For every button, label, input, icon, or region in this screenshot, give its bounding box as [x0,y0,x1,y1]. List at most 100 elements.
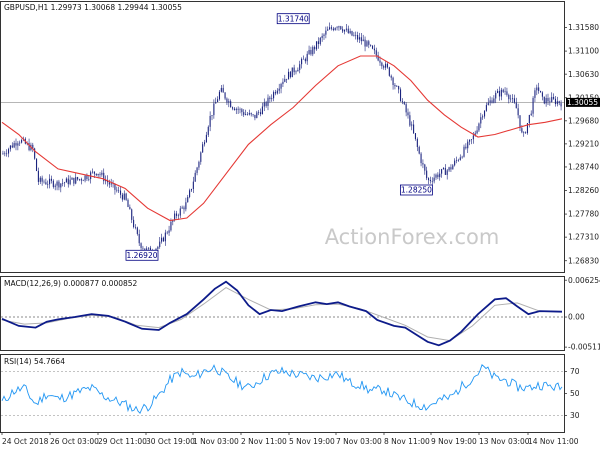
candle-body [489,100,491,103]
candle-body [525,132,527,134]
time-tick-label: 26 Oct 03:00 [50,437,99,446]
candle-body [146,248,148,250]
time-tick-label: 13 Nov 03:00 [479,437,530,446]
candle-body [222,87,224,93]
price-tick-label: 1.30630 [568,70,599,79]
macd-tick-label: 0.006254 [568,276,600,285]
candle-body [261,106,263,115]
candle-body [427,178,430,181]
candle-body [136,227,138,234]
candle-body [88,179,90,180]
candle-body [75,177,77,184]
candle-body [280,83,282,89]
rsi-y-axis: 70 50 30 [564,367,580,420]
candle-body [198,161,200,168]
candle-body [413,124,415,134]
candle-body [265,102,267,106]
candle-body [523,132,525,133]
rsi-tick-label: 70 [570,367,580,376]
rsi-tick-label: 30 [570,411,580,420]
candle-body [343,29,346,32]
candle-body [80,179,82,181]
candle-body [19,142,21,144]
candle-body [483,110,486,117]
time-tick-label: 7 Nov 03:00 [336,437,382,446]
candle-body [52,180,54,187]
candle-body [170,221,172,231]
candle-body [121,194,123,200]
candle-body [420,153,422,164]
candle-body [207,126,209,135]
candle-body [133,219,135,228]
candle-body [385,63,387,68]
candle-body [403,101,405,105]
time-tick-label: 9 Nov 19:00 [431,437,477,446]
time-x-axis: 24 Oct 2018 26 Oct 03:00 29 Oct 11:00 30 Oc… [1,432,579,446]
candle-body [162,237,165,242]
candle-body [15,143,17,146]
time-tick-label: 8 Nov 11:00 [384,437,430,446]
candle-body [461,156,463,158]
candle-body [41,177,43,182]
candle-body [342,29,344,32]
candle-body [422,163,424,165]
candle-body [446,170,448,175]
candle-body [482,116,484,118]
candle-body [116,189,118,191]
price-tick-label: 1.27780 [568,210,599,219]
macd-title: MACD(12,26,9) 0.000877 0.000852 [4,279,138,288]
candle-body [366,41,368,47]
candle-body [47,184,49,185]
candle-body [194,172,196,182]
candle-body [502,89,504,92]
candle-body [140,243,142,248]
candle-body [325,30,327,35]
candle-body [297,69,299,72]
time-tick-label: 24 Oct 2018 [2,437,49,446]
price-label-box [399,184,433,196]
price-tick-label: 1.28740 [568,163,599,172]
candle-body [539,90,542,93]
candle-body [62,182,64,184]
candle-body [398,86,400,90]
candle-body [28,143,30,151]
candle-body [467,141,469,149]
candle-body [127,199,129,207]
candle-body [536,87,538,91]
current-price-tag: 1.30055 [566,97,600,107]
candle-body [319,37,321,45]
candle-body [508,94,510,100]
candle-body [246,114,249,115]
price-extreme-label: 1.26920 [125,249,159,261]
candle-body [465,146,467,149]
candle-body [383,66,385,68]
candle-body [181,207,183,209]
candle-body [282,81,284,84]
current-price-tag-background [566,97,600,107]
current-price-value: 1.30055 [567,98,598,107]
candle-body [558,101,560,104]
price-label-text: 1.26920 [126,251,157,260]
candle-body [353,35,355,36]
candle-body [439,173,441,178]
macd-signal-line [1,287,563,342]
candle-body [118,190,120,192]
candle-body [357,35,359,40]
macd-y-axis: 0.006254 0.00 -0.005112 [564,276,600,352]
candle-body [336,27,338,29]
candle-body [390,75,392,78]
time-tick-label: 1 Nov 03:00 [193,437,239,446]
candle-body [45,182,47,185]
candle-body [418,146,420,154]
candle-body [73,177,75,184]
rsi-title: RSI(14) 54.7664 [4,357,65,366]
candle-body [67,178,69,185]
macd-panel-frame [0,276,565,351]
price-label-text: 1.28250 [401,186,432,195]
candle-body [314,47,316,50]
candle-body [95,173,97,176]
candle-body [177,215,179,217]
candle-body [332,28,334,31]
candle-body [256,112,258,119]
